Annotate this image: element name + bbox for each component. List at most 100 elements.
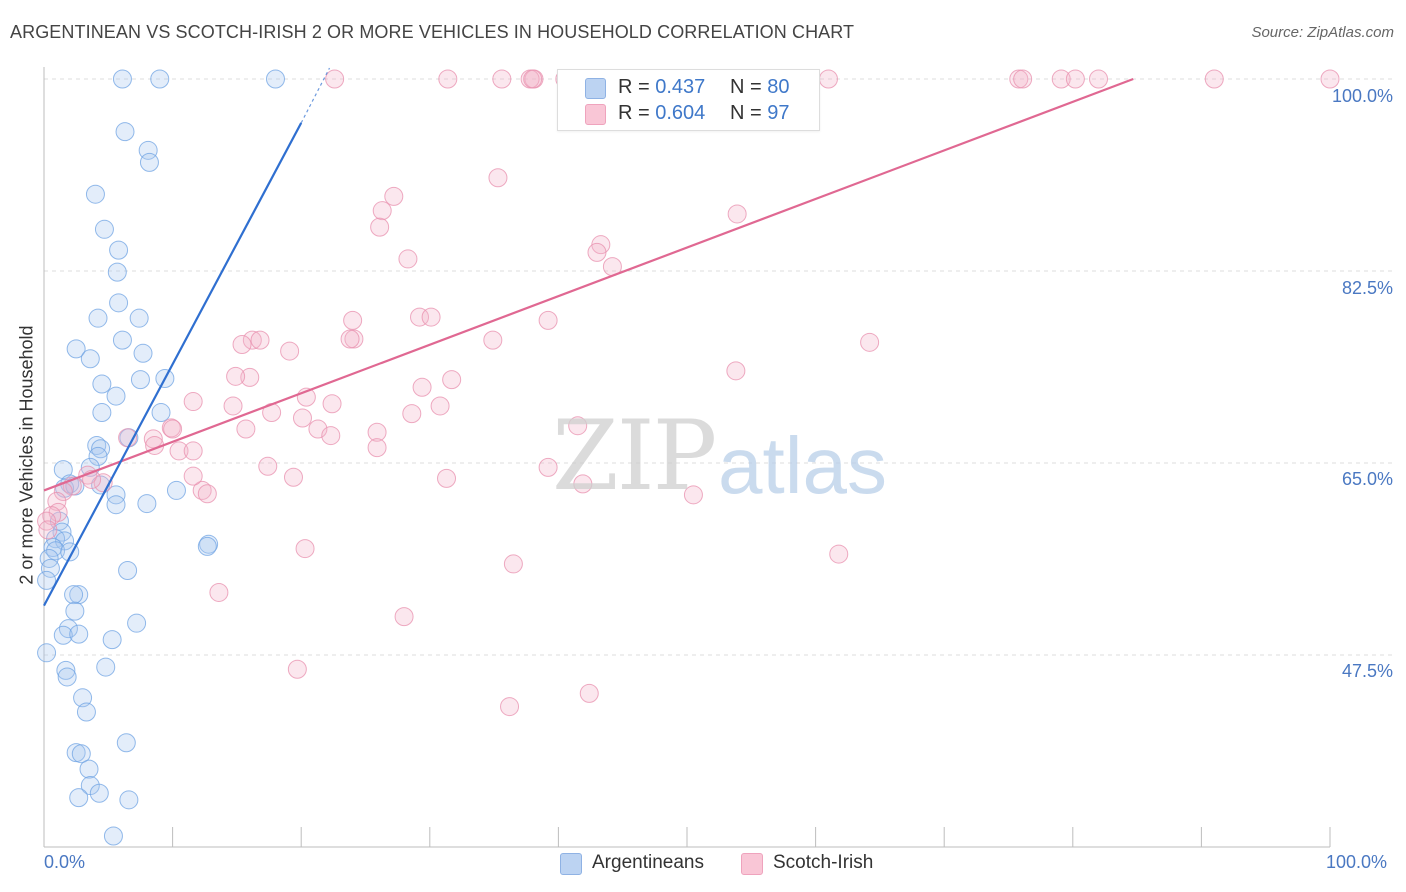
scotch-irish-point — [161, 418, 181, 438]
argentineans-point — [106, 386, 126, 406]
scotch-irish-point — [292, 408, 312, 428]
argentineans-point — [57, 667, 77, 687]
scotch-irish-point — [143, 429, 163, 449]
argentineans-point — [119, 790, 139, 810]
scotch-irish-point — [343, 310, 363, 330]
scotch-irish-point — [568, 416, 588, 436]
argentineans-point — [109, 293, 129, 313]
argentineans-point — [76, 702, 96, 722]
scotch-irish-point — [500, 697, 520, 717]
scotch-irish-point — [402, 404, 422, 424]
argentineans-point — [89, 783, 109, 803]
r-value: 0.437 — [655, 76, 706, 98]
argentineans-point — [73, 688, 93, 708]
argentineans-point — [151, 403, 171, 423]
source-credit: Source: ZipAtlas.com — [1251, 24, 1394, 41]
argentineans-point — [112, 69, 132, 89]
y-tick-label-65: 65.0% — [1341, 469, 1393, 489]
scotch-irish-point — [280, 341, 300, 361]
argentineans-point — [133, 343, 153, 363]
x-tick-label-0: 0.0% — [44, 852, 86, 872]
argentineans-point — [37, 570, 57, 590]
argentineans-point — [92, 403, 112, 423]
argentineans-point — [53, 460, 73, 480]
axes — [43, 67, 1331, 848]
argentineans-point — [37, 643, 57, 663]
scotch-irish-point — [367, 438, 387, 458]
scotch-irish-point — [573, 474, 593, 494]
scotch-irish-point — [367, 422, 387, 442]
scotch-irish-trend-line — [43, 77, 1134, 492]
scotch-irish-points — [37, 69, 1340, 717]
scotch-irish-point — [421, 307, 441, 327]
scotch-irish-point — [192, 480, 212, 500]
scotch-irish-point — [295, 539, 315, 559]
n-value: 97 — [767, 102, 790, 124]
scotch-irish-point — [1051, 69, 1071, 89]
watermark-zip: ZIP — [552, 400, 717, 512]
argentineans-point — [80, 349, 100, 369]
argentineans-point — [102, 630, 122, 650]
scotch-irish-point — [384, 186, 404, 206]
scotch-irish-point — [183, 392, 203, 412]
argentineans-trend-extension — [300, 67, 331, 124]
argentineans-point — [139, 152, 159, 172]
n-label: N = — [730, 76, 768, 98]
argentineans-point — [88, 308, 108, 328]
scotch-irish-point — [430, 396, 450, 416]
argentineans-point — [96, 657, 116, 677]
scotch-irish-point — [1013, 69, 1033, 89]
scotch-irish-point — [183, 441, 203, 461]
scotch-irish-point — [340, 329, 360, 349]
scotch-irish-point — [818, 69, 838, 89]
argentineans-point — [103, 826, 123, 846]
scotch-irish-point — [492, 69, 512, 89]
y-tick-label-82-5: 82.5% — [1341, 278, 1393, 298]
scotch-irish-point — [42, 506, 62, 526]
scotch-irish-point — [250, 330, 270, 350]
watermark-atlas: atlas — [718, 421, 887, 510]
scotch-irish-point — [372, 201, 392, 221]
scotch-irish-point — [232, 335, 252, 355]
r-label: R = — [618, 102, 656, 124]
argentineans-swatch — [585, 78, 606, 99]
n-label: N = — [730, 102, 768, 124]
scotch-irish-swatch — [585, 104, 606, 125]
scotch-irish-point — [483, 330, 503, 350]
scotch-irish-point — [236, 419, 256, 439]
argentineans-point — [46, 541, 66, 561]
scotch-irish-point — [727, 204, 747, 224]
argentineans-point — [56, 660, 76, 680]
scotch-irish-point — [410, 307, 430, 327]
scotch-irish-point — [1204, 69, 1224, 89]
r-label: R = — [618, 76, 656, 98]
scotch-irish-point — [223, 396, 243, 416]
scotch-irish-point — [683, 485, 703, 505]
argentineans-point — [197, 536, 217, 556]
scotch-irish-point — [183, 466, 203, 486]
argentineans-trend-line — [43, 122, 303, 607]
argentineans-point — [66, 339, 86, 359]
scotch-irish-point — [398, 249, 418, 269]
grid-lines — [44, 78, 1392, 656]
argentineans-point — [69, 788, 89, 808]
scotch-irish-point — [1089, 69, 1109, 89]
argentineans-point — [106, 495, 126, 515]
argentineans-point — [118, 561, 138, 581]
scotch-irish-point — [242, 330, 262, 350]
y-tick-label-47-5: 47.5% — [1341, 661, 1393, 681]
argentineans-point — [91, 439, 111, 459]
argentineans-point — [115, 122, 135, 142]
argentineans-point — [112, 330, 132, 350]
legend-label: Scotch-Irish — [773, 852, 874, 873]
argentineans-point — [116, 733, 136, 753]
legend-label: Argentineans — [592, 852, 704, 873]
argentineans-point — [71, 744, 91, 764]
argentineans-point — [64, 585, 84, 605]
scotch-irish-legend-swatch — [741, 853, 763, 875]
argentineans-point — [94, 219, 114, 239]
scotch-irish-point — [322, 394, 342, 414]
y-axis-label: 2 or more Vehicles in Household — [16, 325, 37, 585]
argentineans-point — [127, 613, 147, 633]
